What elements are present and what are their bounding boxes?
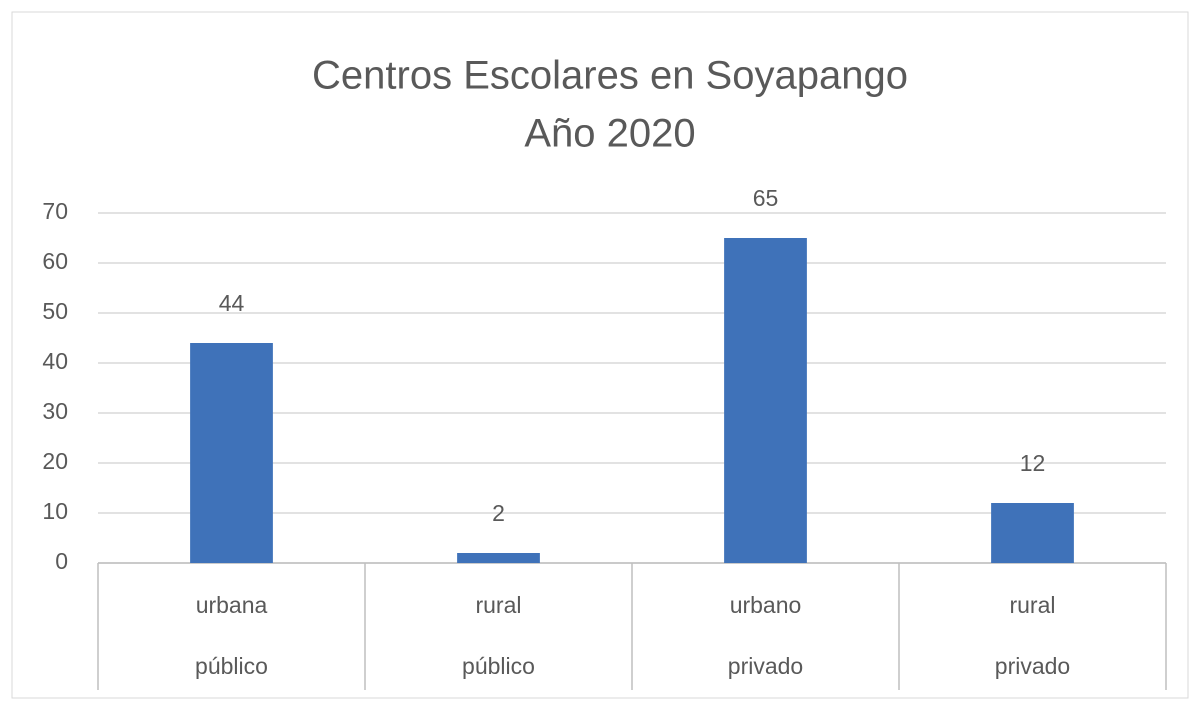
x-tick-label: rural: [1009, 592, 1055, 618]
y-tick-label: 10: [42, 498, 68, 524]
bar: [457, 553, 540, 563]
y-tick-label: 70: [42, 198, 68, 224]
y-tick-label: 40: [42, 348, 68, 374]
chart-title: Año 2020: [524, 112, 695, 156]
data-label: 65: [753, 185, 779, 211]
x-tick-label: público: [195, 653, 268, 679]
y-tick-label: 60: [42, 248, 68, 274]
y-tick-label: 50: [42, 298, 68, 324]
bar: [724, 238, 807, 563]
x-tick-label: privado: [728, 653, 803, 679]
x-tick-label: urbano: [730, 592, 802, 618]
data-label: 44: [219, 290, 245, 316]
x-tick-label: público: [462, 653, 535, 679]
x-tick-label: rural: [475, 592, 521, 618]
chart-title: Centros Escolares en Soyapango: [312, 54, 908, 98]
y-tick-label: 30: [42, 398, 68, 424]
x-tick-label: privado: [995, 653, 1070, 679]
y-tick-label: 0: [55, 548, 68, 574]
x-tick-label: urbana: [196, 592, 268, 618]
bar: [991, 503, 1074, 563]
bar: [190, 343, 273, 563]
data-label: 2: [492, 500, 505, 526]
y-tick-label: 20: [42, 448, 68, 474]
data-label: 12: [1020, 450, 1046, 476]
